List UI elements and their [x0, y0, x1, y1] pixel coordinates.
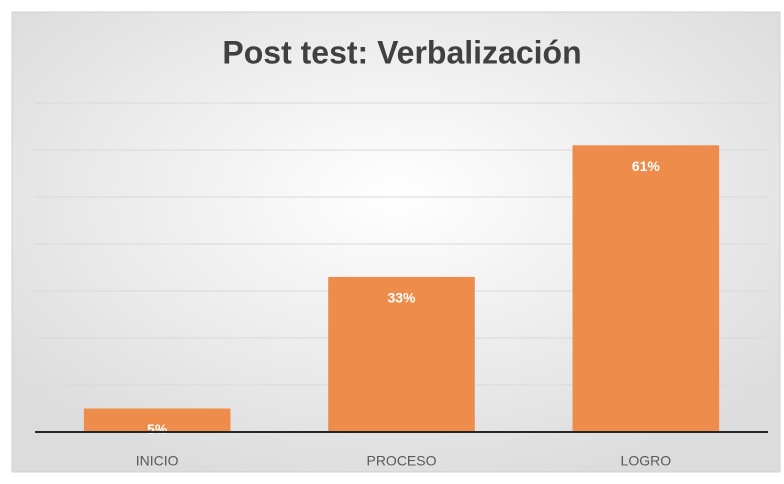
data-label: 5%: [147, 421, 168, 437]
data-label: 61%: [632, 158, 661, 174]
x-tick-label: PROCESO: [366, 453, 436, 469]
bar: [83, 408, 231, 432]
bar: [572, 145, 720, 433]
x-tick-label: INICIO: [136, 453, 179, 469]
bar: [328, 276, 475, 432]
x-tick-label: LOGRO: [621, 453, 672, 469]
data-label: 33%: [387, 290, 416, 306]
chart-title: Post test: Verbalización: [222, 34, 581, 70]
